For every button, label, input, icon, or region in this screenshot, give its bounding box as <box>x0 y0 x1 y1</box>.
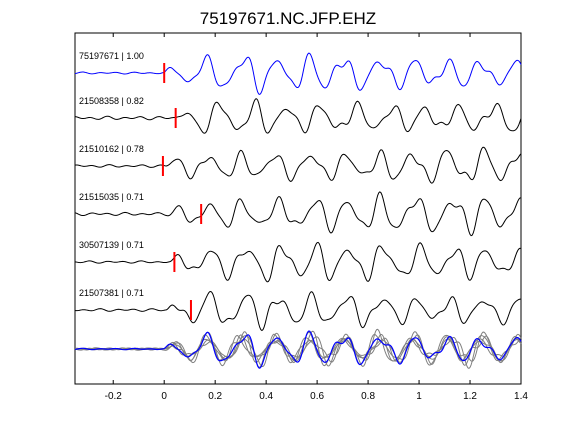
trace-row <box>74 241 522 283</box>
overlay-reference-line <box>74 330 522 369</box>
trace-line <box>74 52 522 96</box>
plot-area: 75197671 | 1.00 21508358 | 0.82 21510162 |… <box>74 32 528 402</box>
axes-frame <box>74 32 522 385</box>
traces-layer <box>74 52 522 332</box>
trace-row <box>74 52 522 96</box>
trace-line <box>74 98 522 134</box>
overlay-stack <box>74 328 522 369</box>
trace-row <box>74 191 522 237</box>
trace-label: 21510162 | 0.78 <box>79 144 144 154</box>
trace-labels: 75197671 | 1.00 21508358 | 0.82 21510162 |… <box>79 51 144 298</box>
x-tick-label: 0 <box>161 391 167 402</box>
x-tick-label: 0.2 <box>208 391 222 402</box>
trace-label: 21508358 | 0.82 <box>79 96 144 106</box>
x-tick-label: 1 <box>416 391 422 402</box>
overlay-trace-line <box>74 331 522 366</box>
trace-line <box>74 241 522 283</box>
x-axis: -0.2 0 0.2 0.4 0.6 0.8 1 1.2 1.4 <box>105 33 528 402</box>
trace-label: 30507139 | 0.71 <box>79 240 144 250</box>
trace-row <box>74 291 522 332</box>
trace-label: 75197671 | 1.00 <box>79 51 144 61</box>
picks-layer <box>161 63 203 320</box>
trace-line <box>74 146 522 184</box>
trace-row <box>74 146 522 184</box>
trace-line <box>74 291 522 332</box>
trace-line <box>74 191 522 237</box>
x-tick-label: 0.6 <box>310 391 324 402</box>
x-tick-label: 0.4 <box>259 391 273 402</box>
x-tick-label: 1.2 <box>463 391 477 402</box>
chart-title: 75197671.NC.JFP.EHZ <box>200 9 376 28</box>
trace-row <box>74 98 522 134</box>
trace-label: 21515035 | 0.71 <box>79 192 144 202</box>
x-tick-label: 0.8 <box>361 391 375 402</box>
x-tick-label: 1.4 <box>514 391 528 402</box>
x-tick-label: -0.2 <box>105 391 123 402</box>
trace-label: 21507381 | 0.71 <box>79 288 144 298</box>
